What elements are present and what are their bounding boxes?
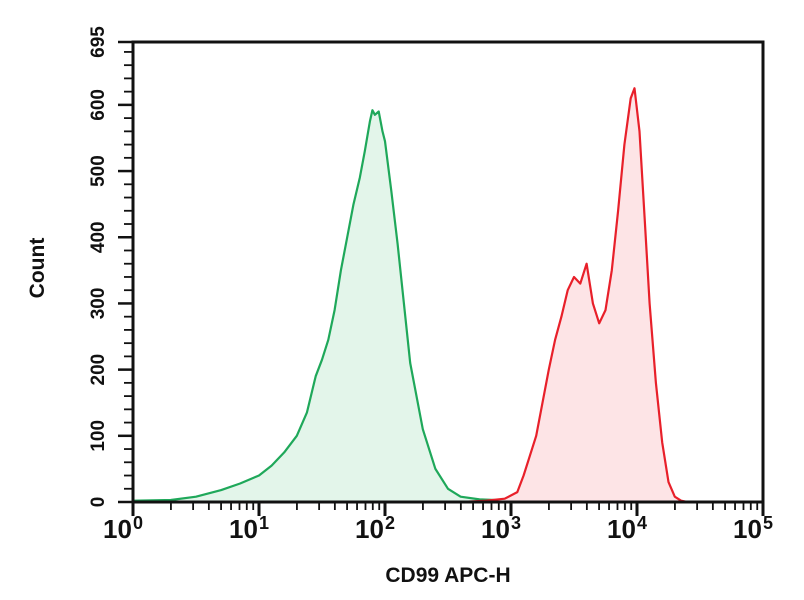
x-tick-label: 102	[355, 513, 395, 544]
y-tick-label: 695	[88, 26, 109, 58]
y-tick-label: 0	[88, 497, 109, 508]
series-1-line	[460, 87, 688, 504]
series-layer	[132, 87, 688, 504]
series-0-line	[132, 109, 537, 504]
x-tick-label: 103	[481, 513, 521, 544]
x-axis: 100 101 102 103 104 105	[103, 502, 773, 544]
series-0-area	[133, 110, 537, 502]
x-tick-label: 100	[103, 513, 143, 544]
x-tick-label: 101	[229, 513, 269, 544]
x-tick-label: 105	[733, 513, 773, 544]
y-axis-title: Count	[26, 238, 49, 299]
y-tick-label: 400	[88, 221, 109, 253]
y-tick-label: 100	[88, 420, 109, 452]
series-1-area	[460, 88, 688, 503]
y-tick-label: 200	[88, 354, 109, 386]
x-axis-title: CD99 APC-H	[385, 564, 510, 587]
y-tick-label: 300	[88, 288, 109, 320]
y-tick-label: 600	[88, 89, 109, 121]
y-axis: 0 100 200 300 400 500 600 695	[88, 26, 133, 508]
y-tick-label: 500	[88, 155, 109, 187]
x-tick-label: 104	[607, 513, 647, 544]
plot-frame	[131, 40, 765, 504]
